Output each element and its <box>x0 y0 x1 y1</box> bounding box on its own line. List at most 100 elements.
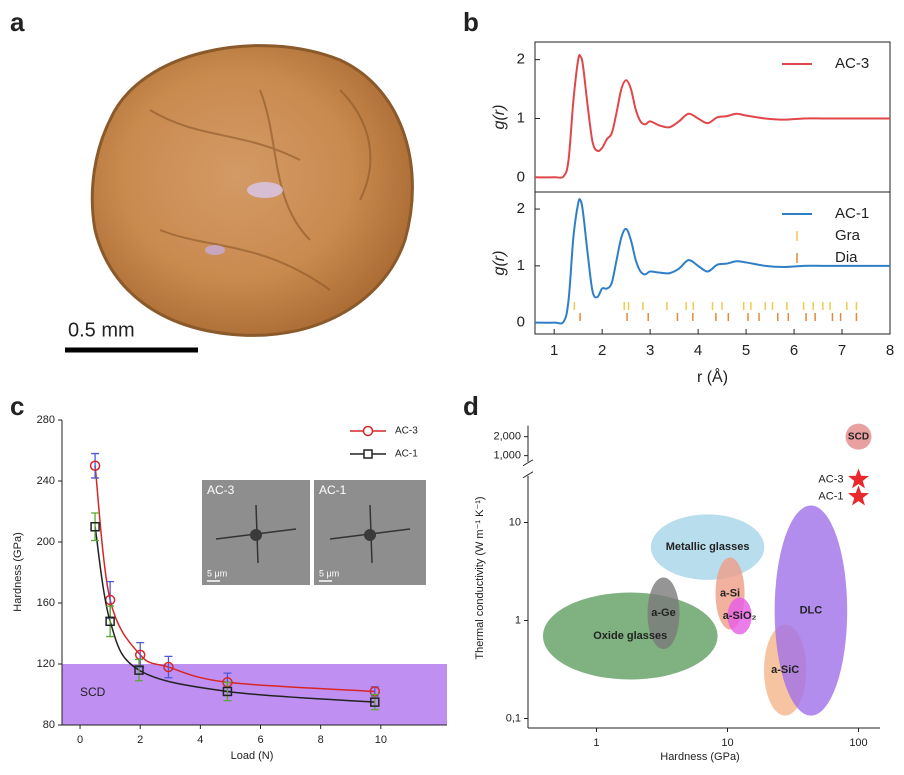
x-axis-label: Hardness (GPa) <box>660 751 739 763</box>
x-tick-label: 5 <box>742 342 750 359</box>
x-tick-label: 10 <box>721 737 733 749</box>
indent-center <box>250 529 262 541</box>
inset-label: AC-3 <box>207 483 235 497</box>
point <box>163 661 174 673</box>
x-tick-label: 8 <box>886 342 894 359</box>
point-label: AC-3 <box>818 473 843 485</box>
crack <box>149 89 372 291</box>
legend-label: AC-3 <box>835 55 869 72</box>
point <box>222 686 233 697</box>
point <box>90 522 100 532</box>
error-bar <box>91 512 100 542</box>
plot-frame <box>534 191 891 335</box>
x-tick-label: 4 <box>694 342 702 359</box>
y-tick-label: 2 <box>517 200 525 217</box>
point <box>848 485 869 506</box>
reflection <box>205 245 225 255</box>
x-tick-label: 6 <box>257 734 263 746</box>
x-tick-label: 8 <box>318 734 324 746</box>
x-axis-label: r (Å) <box>697 367 728 386</box>
y-axis-label: Hardness (GPa) <box>12 532 24 611</box>
point-label: SCD <box>848 431 869 442</box>
error-bar <box>136 642 145 668</box>
inset-image: AC-3 5 μm <box>202 480 310 585</box>
point <box>370 697 380 707</box>
y-tick-label: 1 <box>517 257 525 274</box>
panel-label: b <box>463 7 479 37</box>
error-bar <box>135 658 143 682</box>
y-axis-label: g(r) <box>491 251 508 276</box>
y-tick-label: 1 <box>515 614 521 626</box>
x-tick-label: 10 <box>375 734 387 746</box>
y-tick-label: 160 <box>37 597 55 609</box>
region-label: a-SiC <box>771 664 799 676</box>
region <box>647 577 680 650</box>
y-axis-label: g(r) <box>491 105 508 130</box>
reflection <box>247 182 283 198</box>
y-tick-label: 0 <box>517 168 525 185</box>
legend-marker <box>362 425 374 437</box>
x-tick-label: 1 <box>550 342 558 359</box>
x-tick-label: 7 <box>838 342 846 359</box>
y-tick-label: 280 <box>37 414 55 426</box>
fit-curve <box>94 526 375 703</box>
panel-label: a <box>10 7 25 37</box>
y-tick-label: 1 <box>517 109 525 126</box>
inset-scale-label: 5 μm <box>207 568 227 578</box>
region <box>774 505 848 716</box>
panel-label: d <box>463 391 479 421</box>
legend-label: Dia <box>835 249 858 266</box>
axis-break <box>522 459 534 479</box>
y-axis-label: Thermal conductivity (W m⁻¹ K⁻¹) <box>474 496 486 659</box>
region-label: a-Ge <box>651 607 675 619</box>
x-tick-label: 3 <box>646 342 654 359</box>
point <box>89 460 101 471</box>
panel-label: c <box>10 391 24 421</box>
inset-label: AC-1 <box>319 483 347 497</box>
error-bar <box>106 605 115 638</box>
scale-label: 0.5 mm <box>68 319 135 341</box>
inset-image: AC-1 5 μm <box>314 480 426 585</box>
error-bar <box>223 681 232 702</box>
photo: 0.5 mm <box>65 44 414 353</box>
x-tick-label: 4 <box>197 734 203 746</box>
region-label: a-SiO₂ <box>723 610 757 622</box>
point <box>105 616 115 627</box>
region-label: a-Si <box>720 587 740 599</box>
error-bar <box>370 693 379 711</box>
legend-label: AC-1 <box>395 449 418 460</box>
legend-marker <box>363 449 373 459</box>
legend-label: AC-1 <box>835 205 869 222</box>
legend-label: AC-3 <box>395 426 418 437</box>
y-tick-label: 120 <box>37 658 55 670</box>
band-label: SCD <box>80 685 106 699</box>
inset-scale-label: 5 μm <box>319 568 339 578</box>
legend-label: Gra <box>835 227 861 244</box>
point <box>848 468 869 489</box>
indent-center <box>364 529 376 541</box>
region-label: DLC <box>800 604 823 616</box>
y-tick-label: 200 <box>37 536 55 548</box>
y-tick-label: 240 <box>37 475 55 487</box>
region-label: Metallic glasses <box>666 541 750 553</box>
error-bar <box>164 655 173 679</box>
region-label: Oxide glasses <box>593 630 667 642</box>
point-label: AC-1 <box>818 490 843 502</box>
y-tick-label: 2,000 <box>493 431 521 443</box>
line-series <box>534 54 890 179</box>
y-tick-label: 0,1 <box>506 712 521 724</box>
x-tick-label: 0 <box>77 734 83 746</box>
y-tick-label: 2 <box>517 51 525 68</box>
y-tick-label: 1,000 <box>493 450 521 462</box>
y-tick-label: 0 <box>517 314 525 331</box>
y-tick-label: 80 <box>43 719 55 731</box>
y-tick-label: 10 <box>509 516 521 528</box>
x-tick-label: 1 <box>593 737 599 749</box>
fit-curve <box>94 465 375 693</box>
point <box>134 665 144 675</box>
x-tick-label: 2 <box>598 342 606 359</box>
region <box>727 597 752 635</box>
line-series <box>534 198 890 325</box>
point <box>845 423 872 450</box>
